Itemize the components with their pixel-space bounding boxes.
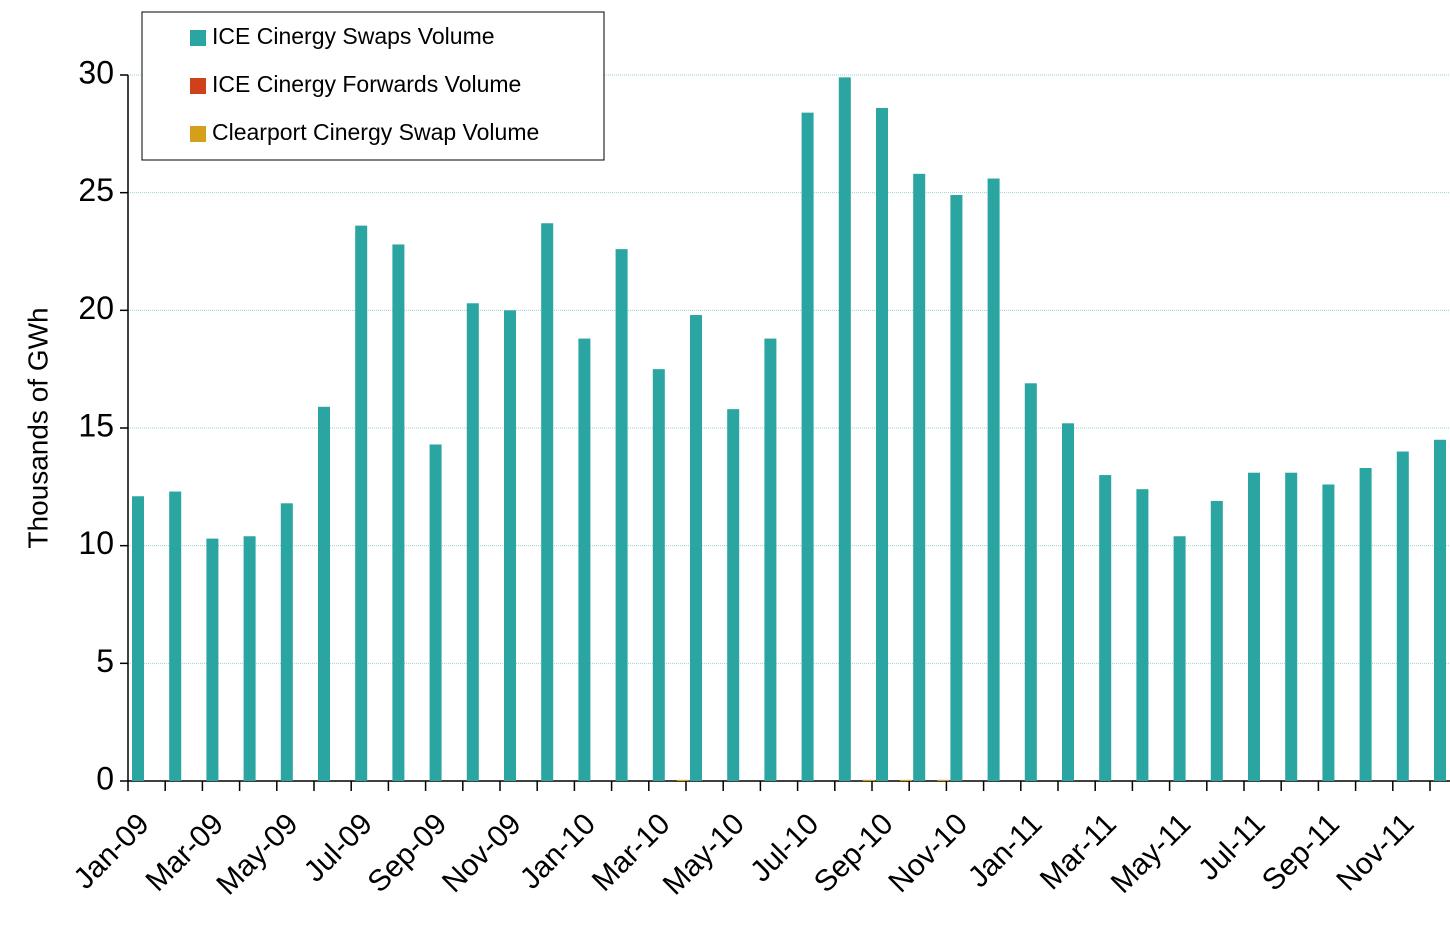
bar [1248,472,1260,781]
bar [862,779,875,781]
bar [690,315,702,781]
legend: ICE Cinergy Swaps Volume ICE Cinergy Forw… [141,11,605,161]
bar [1322,484,1335,781]
bar [1136,489,1149,781]
bar [132,496,144,781]
y-tick-label: 15 [78,407,114,443]
bar [578,338,591,781]
legend-box [141,11,605,161]
x-tick-label: Jan-11 [962,807,1049,894]
bar [504,310,516,781]
bar [652,369,665,781]
bar [727,409,740,781]
bar [169,491,182,781]
x-tick-label: Nov-11 [1330,807,1420,897]
y-tick-label: 30 [78,54,114,90]
x-tick-label: Jan-09 [67,807,155,895]
x-tick-label: Jan-10 [514,807,602,895]
y-tick-label: 5 [96,643,114,679]
bar [801,112,814,782]
bar [1359,468,1372,781]
x-tick-label: Sep-10 [808,807,900,899]
x-tick-label: Nov-09 [436,807,528,899]
bar [1210,500,1223,781]
bar [900,779,912,781]
x-tick-label: Sep-11 [1256,807,1346,897]
legend-swatch [190,126,206,142]
bar [1099,475,1112,781]
x-tick-label: May-11 [1105,807,1197,899]
bar [206,538,219,781]
y-tick-label: 0 [96,760,114,796]
x-tick-label: May-10 [657,807,751,901]
bar [429,444,442,781]
x-tick-label: Mar-11 [1034,807,1123,896]
bar [950,195,963,781]
bar [243,536,256,781]
bar [676,779,689,781]
legend-label: ICE Cinergy Swaps Volume [212,23,495,49]
y-tick-label: 25 [78,172,114,208]
legend-swatch [190,30,206,46]
bar [987,178,1000,782]
legend-swatch [190,78,206,94]
bar [541,223,554,781]
bar [466,303,479,781]
bar [764,338,777,781]
bar [1285,472,1298,781]
bar [1396,451,1409,781]
y-tick-label: 20 [78,290,114,326]
y-tick-label: 10 [78,525,114,561]
bar [1434,439,1446,781]
legend-label: Clearport Cinergy Swap Volume [212,119,539,145]
bar [392,244,405,781]
bar [838,77,851,781]
bar [355,225,368,781]
bar [615,249,628,781]
bar [1173,536,1186,781]
bar [937,779,950,781]
x-tick-label: May-09 [210,807,304,901]
x-tick-label: Nov-10 [882,807,974,899]
bar [280,503,293,781]
bar [1062,423,1074,781]
x-tick-label: Sep-09 [362,807,454,899]
bar [876,107,888,782]
legend-label: ICE Cinergy Forwards Volume [212,71,521,97]
y-axis-label: Thousands of GWh [22,307,53,548]
bar [913,173,926,782]
bar [318,406,330,781]
bar [1024,383,1037,781]
